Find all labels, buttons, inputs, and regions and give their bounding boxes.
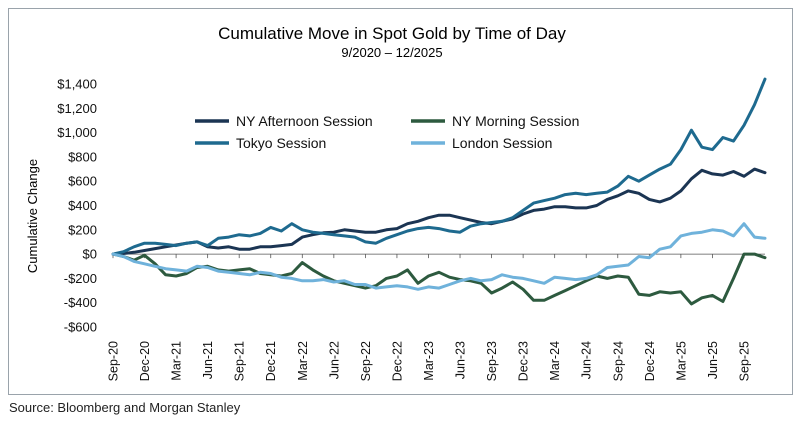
y-tick-label: $200 (68, 222, 97, 237)
legend: NY Afternoon Session NY Morning Session To… (195, 113, 579, 151)
x-tick-label: Mar-23 (422, 341, 436, 381)
x-tick-label: Jun-25 (706, 341, 720, 379)
x-tick-label: Sep-23 (485, 341, 499, 381)
source-note: Source: Bloomberg and Morgan Stanley (9, 400, 241, 415)
legend-label: London Session (452, 135, 552, 151)
y-tick-label: $800 (68, 149, 97, 164)
x-tick-label: Mar-24 (548, 341, 562, 381)
legend-label: NY Afternoon Session (236, 113, 373, 129)
chart: Cumulative Move in Spot Gold by Time of … (25, 24, 767, 381)
y-tick-label: $1,000 (57, 125, 97, 140)
y-tick-label: $400 (68, 198, 97, 213)
x-tick-label: Sep-25 (737, 341, 751, 381)
x-tick-label: Jun-23 (454, 341, 468, 379)
y-tick-label: -$600 (64, 320, 97, 335)
x-tick-label: Sep-22 (359, 341, 373, 381)
x-tick-label: Sep-21 (233, 341, 247, 381)
y-tick-label: $0 (83, 247, 97, 262)
series-layer (111, 77, 767, 306)
y-tick-label: -$200 (64, 271, 97, 286)
x-axis: Sep-20 Dec-20 Mar-21 Jun-21 Sep-21 Dec-21 Mar-… (107, 254, 751, 381)
series-line-0 (111, 167, 767, 256)
x-tick-label: Jun-21 (201, 341, 215, 379)
x-tick-label: Mar-21 (170, 341, 184, 381)
chart-subtitle: 9/2020 – 12/2025 (341, 45, 442, 60)
x-tick-label: Jun-24 (580, 341, 594, 379)
series-line-2 (111, 77, 767, 256)
x-tick-label: Mar-22 (296, 341, 310, 381)
chart-title: Cumulative Move in Spot Gold by Time of … (218, 24, 566, 43)
x-tick-label: Dec-23 (517, 341, 531, 381)
y-tick-label: $1,200 (57, 101, 97, 116)
x-tick-label: Sep-24 (611, 341, 625, 381)
y-axis-label: Cumulative Change (25, 159, 40, 273)
series-line-1 (111, 252, 767, 306)
y-tick-label: $1,400 (57, 77, 97, 92)
chart-frame: Cumulative Move in Spot Gold by Time of … (8, 8, 793, 395)
y-tick-label: $600 (68, 174, 97, 189)
x-tick-label: Mar-25 (674, 341, 688, 381)
x-tick-label: Dec-21 (264, 341, 278, 381)
x-tick-label: Dec-20 (138, 341, 152, 381)
y-tick-label: -$400 (64, 295, 97, 310)
x-tick-label: Dec-22 (390, 341, 404, 381)
x-tick-label: Sep-20 (107, 341, 121, 381)
x-tick-label: Jun-22 (327, 341, 341, 379)
legend-label: NY Morning Session (452, 113, 579, 129)
legend-label: Tokyo Session (236, 135, 326, 151)
x-tick-label: Dec-24 (643, 341, 657, 381)
series-line-3 (111, 222, 767, 291)
y-axis: -$600 -$400 -$200 $0 $200 $400 $600 $800 $1,000 $… (57, 77, 97, 335)
